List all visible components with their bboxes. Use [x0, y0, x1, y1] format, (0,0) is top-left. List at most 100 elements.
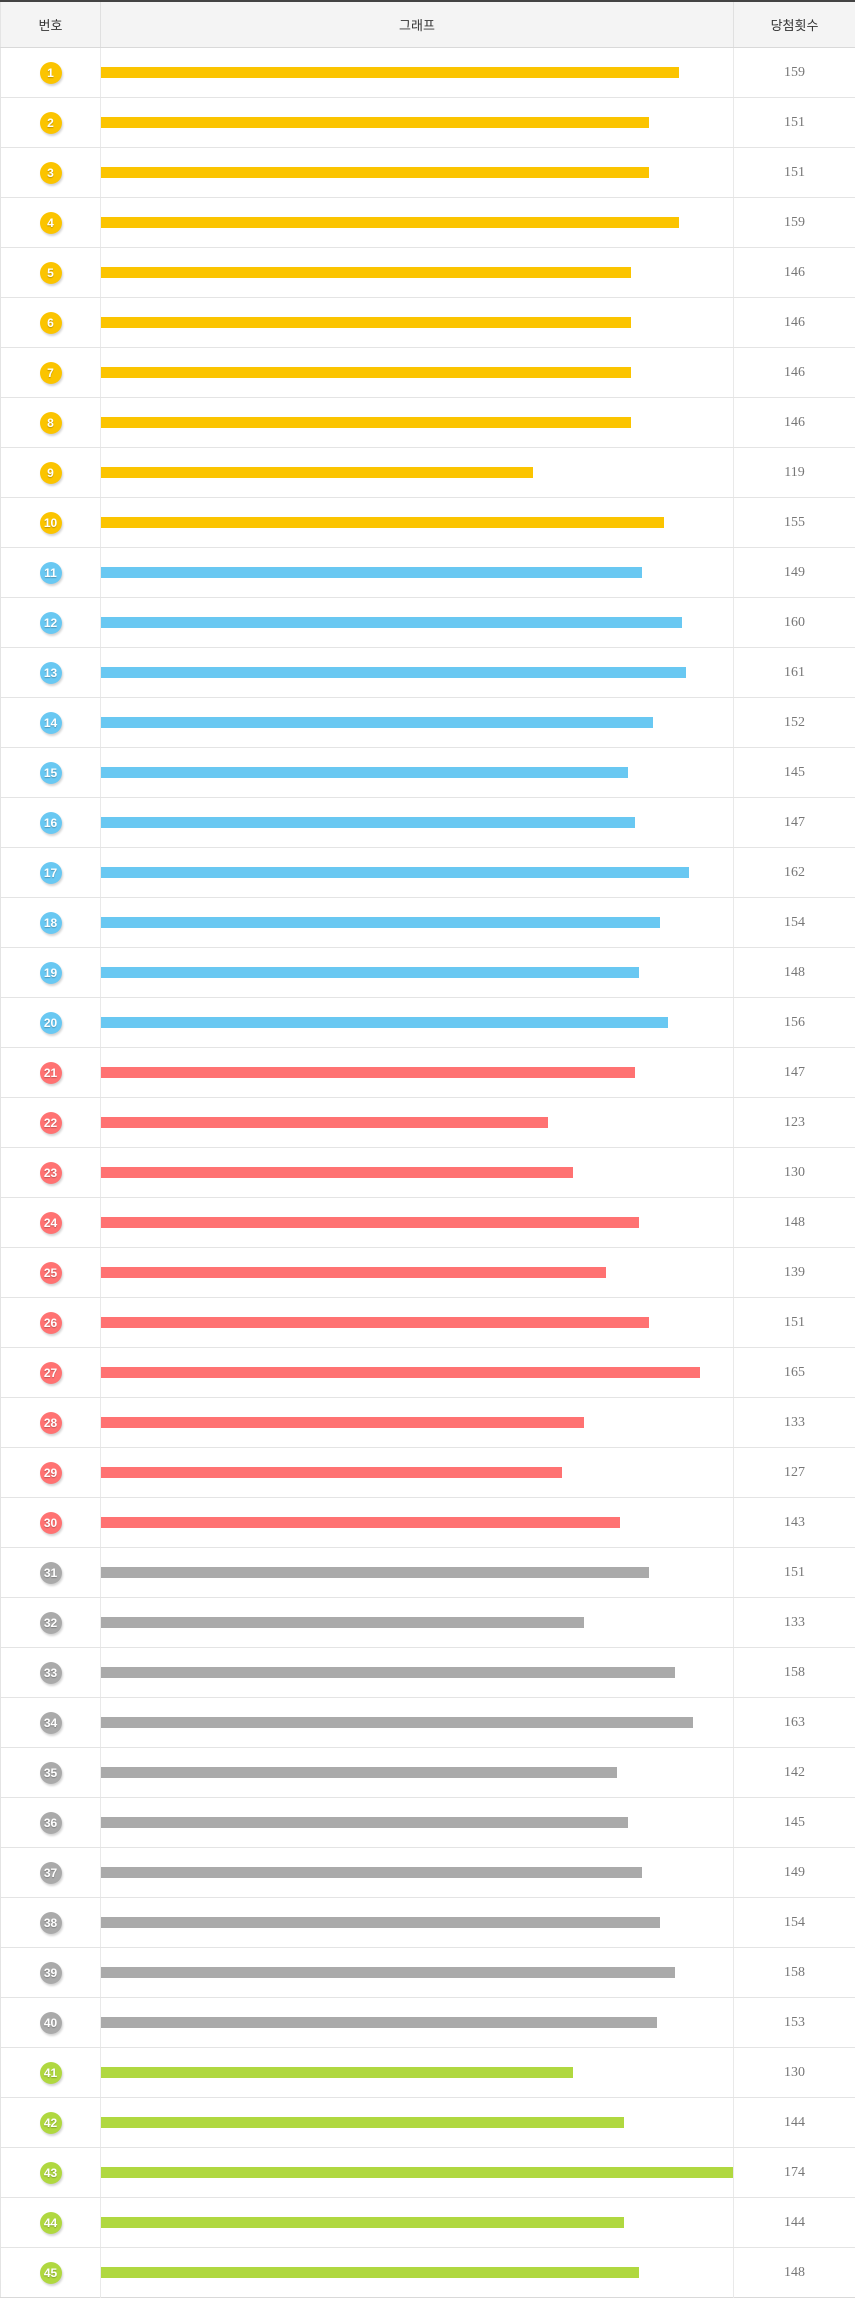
graph-cell — [100, 547, 734, 598]
ball-number-badge: 18 — [39, 911, 62, 934]
graph-cell — [100, 1297, 734, 1348]
count-bar — [101, 567, 643, 578]
count-cell: 133 — [733, 1597, 855, 1648]
table-row: 44 144 — [0, 2197, 855, 2248]
number-cell: 14 — [0, 697, 101, 748]
count-bar — [101, 1517, 621, 1528]
graph-cell — [100, 1447, 734, 1498]
graph-cell — [100, 2147, 734, 2198]
ball-number-badge: 29 — [39, 1461, 62, 1484]
count-cell: 151 — [733, 97, 855, 148]
count-cell: 151 — [733, 1547, 855, 1598]
table-row: 33 158 — [0, 1647, 855, 1698]
ball-number-badge: 10 — [39, 511, 62, 534]
table-row: 42 144 — [0, 2097, 855, 2148]
count-cell: 139 — [733, 1247, 855, 1298]
count-bar — [101, 1467, 563, 1478]
count-bar — [101, 2217, 625, 2228]
table-row: 23 130 — [0, 1147, 855, 1198]
number-cell: 5 — [0, 247, 101, 298]
count-cell: 143 — [733, 1497, 855, 1548]
graph-cell — [100, 1197, 734, 1248]
count-cell: 156 — [733, 997, 855, 1048]
count-bar — [101, 1917, 661, 1928]
table-row: 16 147 — [0, 797, 855, 848]
graph-cell — [100, 1597, 734, 1648]
count-bar — [101, 1417, 585, 1428]
graph-cell — [100, 1097, 734, 1148]
graph-cell — [100, 2197, 734, 2248]
number-cell: 15 — [0, 747, 101, 798]
count-cell: 154 — [733, 1897, 855, 1948]
table-row: 38 154 — [0, 1897, 855, 1948]
number-cell: 4 — [0, 197, 101, 248]
table-row: 12 160 — [0, 597, 855, 648]
count-cell: 148 — [733, 947, 855, 998]
number-cell: 26 — [0, 1297, 101, 1348]
count-cell: 148 — [733, 2247, 855, 2298]
count-bar — [101, 1367, 701, 1378]
graph-cell — [100, 1947, 734, 1998]
count-cell: 159 — [733, 47, 855, 98]
number-cell: 10 — [0, 497, 101, 548]
ball-number-badge: 33 — [39, 1661, 62, 1684]
header-count: 당첨횟수 — [733, 1, 855, 48]
ball-number-badge: 3 — [39, 161, 62, 184]
table-row: 32 133 — [0, 1597, 855, 1648]
table-row: 25 139 — [0, 1247, 855, 1298]
count-cell: 151 — [733, 147, 855, 198]
table-row: 19 148 — [0, 947, 855, 998]
graph-cell — [100, 1247, 734, 1298]
ball-number-badge: 6 — [39, 311, 62, 334]
count-bar — [101, 867, 690, 878]
count-cell: 146 — [733, 247, 855, 298]
number-cell: 9 — [0, 447, 101, 498]
ball-number-badge: 19 — [39, 961, 62, 984]
header-number: 번호 — [0, 1, 101, 48]
graph-cell — [100, 47, 734, 98]
number-cell: 35 — [0, 1747, 101, 1798]
count-cell: 145 — [733, 747, 855, 798]
count-bar — [101, 917, 661, 928]
number-cell: 31 — [0, 1547, 101, 1598]
number-cell: 28 — [0, 1397, 101, 1448]
count-cell: 133 — [733, 1397, 855, 1448]
graph-cell — [100, 947, 734, 998]
table-row: 27 165 — [0, 1347, 855, 1398]
table-row: 3 151 — [0, 147, 855, 198]
ball-number-badge: 42 — [39, 2111, 62, 2134]
ball-number-badge: 28 — [39, 1411, 62, 1434]
ball-number-badge: 36 — [39, 1811, 62, 1834]
graph-cell — [100, 2047, 734, 2098]
count-cell: 146 — [733, 397, 855, 448]
count-cell: 162 — [733, 847, 855, 898]
table-row: 30 143 — [0, 1497, 855, 1548]
count-bar — [101, 67, 679, 78]
graph-cell — [100, 1847, 734, 1898]
number-cell: 38 — [0, 1897, 101, 1948]
count-cell: 123 — [733, 1097, 855, 1148]
count-cell: 147 — [733, 1047, 855, 1098]
graph-cell — [100, 1347, 734, 1398]
number-cell: 8 — [0, 397, 101, 448]
count-cell: 148 — [733, 1197, 855, 1248]
count-cell: 159 — [733, 197, 855, 248]
graph-cell — [100, 797, 734, 848]
count-bar — [101, 1267, 606, 1278]
table-row: 6 146 — [0, 297, 855, 348]
count-cell: 165 — [733, 1347, 855, 1398]
ball-number-badge: 20 — [39, 1011, 62, 1034]
table-row: 20 156 — [0, 997, 855, 1048]
number-cell: 11 — [0, 547, 101, 598]
count-bar — [101, 417, 632, 428]
count-cell: 163 — [733, 1697, 855, 1748]
ball-number-badge: 12 — [39, 611, 62, 634]
ball-number-badge: 24 — [39, 1211, 62, 1234]
table-row: 24 148 — [0, 1197, 855, 1248]
table-row: 29 127 — [0, 1447, 855, 1498]
ball-number-badge: 17 — [39, 861, 62, 884]
count-cell: 147 — [733, 797, 855, 848]
table-row: 36 145 — [0, 1797, 855, 1848]
number-cell: 22 — [0, 1097, 101, 1148]
